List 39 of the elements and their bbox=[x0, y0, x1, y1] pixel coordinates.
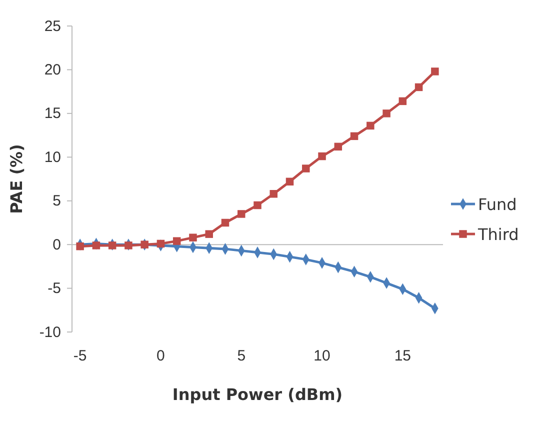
point bbox=[302, 164, 310, 172]
legend-label: Third bbox=[477, 225, 519, 244]
y-tick-label: 0 bbox=[52, 236, 61, 254]
y-tick-label: -10 bbox=[39, 324, 61, 341]
point bbox=[350, 132, 358, 140]
point bbox=[76, 242, 84, 250]
x-tick-label: 0 bbox=[156, 348, 165, 365]
point bbox=[124, 242, 132, 250]
x-tick-label: 10 bbox=[314, 348, 330, 365]
point bbox=[237, 210, 246, 218]
legend-label: Fund bbox=[478, 195, 517, 214]
y-tick-label: 5 bbox=[52, 192, 61, 210]
y-tick-label: 15 bbox=[44, 105, 61, 122]
point bbox=[254, 201, 262, 210]
point bbox=[414, 83, 423, 92]
y-tick-label: 10 bbox=[44, 148, 61, 166]
x-tick-label: -5 bbox=[73, 348, 87, 365]
point bbox=[156, 240, 165, 248]
y-tick-label: -5 bbox=[48, 280, 61, 298]
point bbox=[172, 237, 181, 245]
point bbox=[286, 178, 294, 186]
point bbox=[189, 234, 197, 242]
x-tick-label: 15 bbox=[394, 348, 412, 365]
point bbox=[92, 242, 100, 250]
point bbox=[221, 218, 230, 227]
point bbox=[318, 152, 326, 160]
y-tick-label: 20 bbox=[44, 62, 61, 79]
y-axis-title: PAE (%) bbox=[7, 144, 26, 214]
point bbox=[108, 242, 116, 250]
x-axis-title: Input Power (dBm) bbox=[172, 385, 343, 404]
point bbox=[398, 97, 407, 106]
point bbox=[334, 142, 342, 151]
point bbox=[382, 110, 390, 118]
x-tick-label: 5 bbox=[237, 348, 246, 365]
y-tick-label: 25 bbox=[44, 18, 61, 35]
point bbox=[270, 190, 278, 198]
point bbox=[431, 68, 439, 76]
point bbox=[205, 230, 213, 238]
point bbox=[366, 122, 374, 130]
